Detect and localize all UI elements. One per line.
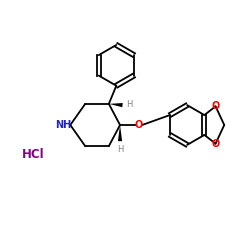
Text: O: O <box>212 139 220 149</box>
Text: O: O <box>212 101 220 111</box>
Text: NH: NH <box>55 120 72 130</box>
Text: HCl: HCl <box>22 148 44 161</box>
Polygon shape <box>118 125 122 141</box>
Text: O: O <box>134 120 143 130</box>
Text: H: H <box>117 145 123 154</box>
Polygon shape <box>109 103 123 107</box>
Text: H: H <box>126 100 132 109</box>
